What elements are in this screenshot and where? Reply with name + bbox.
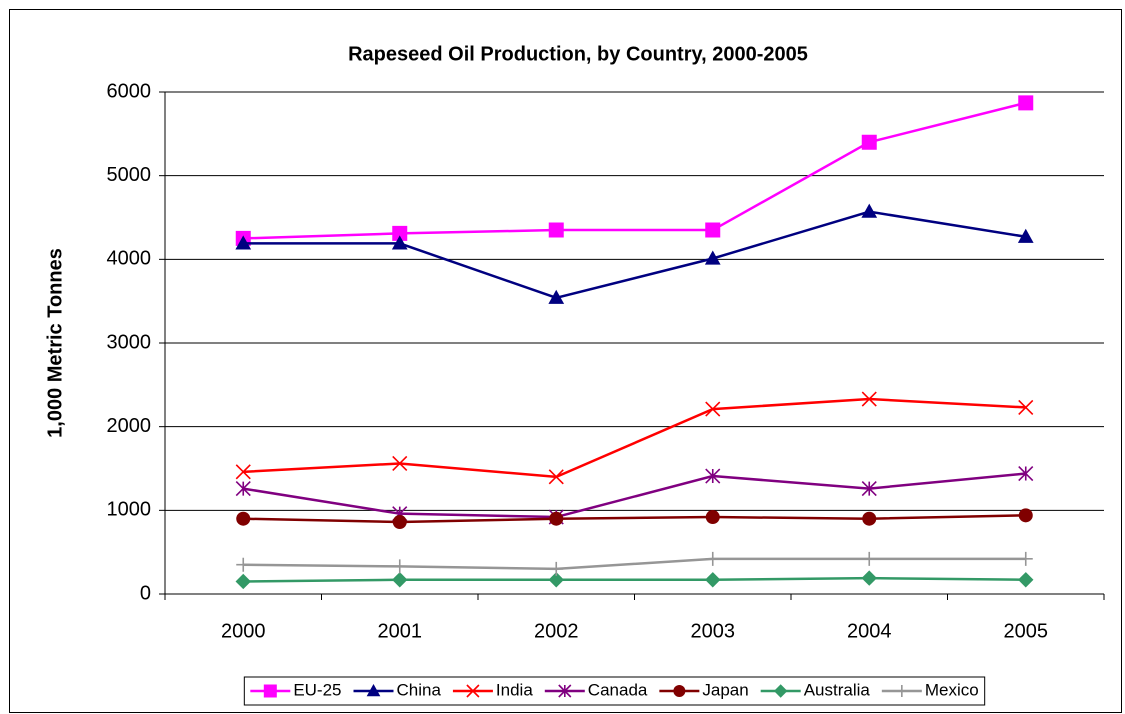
legend-item: India	[452, 680, 533, 699]
y-tick-label: 2000	[107, 415, 152, 437]
marker	[861, 570, 877, 586]
series-line	[243, 210, 1026, 300]
marker	[366, 683, 381, 697]
legend-label: Australia	[804, 680, 871, 699]
legend-label: EU-25	[293, 680, 341, 699]
marker	[392, 572, 408, 588]
x-tick-label: 2005	[1004, 620, 1049, 642]
marker	[548, 289, 565, 304]
legend-item: Mexico	[881, 680, 979, 699]
marker	[1018, 572, 1034, 588]
marker	[548, 572, 564, 588]
marker	[1018, 399, 1034, 415]
marker	[1018, 95, 1034, 111]
legend-label: Japan	[702, 680, 748, 699]
marker	[236, 511, 251, 526]
legend-label: Canada	[588, 680, 648, 699]
marker	[235, 481, 251, 497]
marker	[549, 511, 564, 526]
marker	[862, 511, 877, 526]
marker	[861, 391, 877, 407]
marker	[1018, 508, 1033, 523]
marker	[549, 561, 564, 576]
marker	[861, 134, 877, 150]
marker	[861, 481, 877, 497]
marker	[895, 685, 908, 697]
marker	[392, 455, 408, 472]
legend: EU-25 China India Canada Japan Australia Mexic…	[243, 676, 986, 706]
legend-item: EU-25	[250, 680, 342, 699]
x-tick-label: 2002	[534, 620, 579, 642]
marker	[392, 225, 408, 241]
marker	[392, 515, 407, 530]
marker	[1017, 228, 1034, 243]
marker	[548, 222, 564, 238]
x-tick-label: 2001	[378, 620, 423, 642]
marker	[862, 551, 877, 566]
legend-label: China	[397, 680, 442, 699]
y-axis-label: 1,000 Metric Tonnes	[44, 248, 66, 438]
marker	[263, 684, 277, 698]
marker	[705, 572, 721, 588]
marker	[558, 684, 572, 698]
marker	[704, 250, 721, 265]
marker	[705, 401, 721, 417]
series-line	[243, 514, 1026, 524]
y-tick-label: 0	[140, 582, 151, 604]
series-line	[243, 472, 1026, 519]
marker	[1018, 465, 1034, 482]
marker	[392, 559, 407, 574]
y-tick-label: 1000	[107, 499, 152, 521]
marker	[773, 684, 788, 698]
marker	[235, 573, 251, 590]
legend-item: Australia	[760, 680, 871, 699]
marker	[466, 684, 480, 698]
x-tick-label: 2004	[847, 620, 892, 642]
marker	[705, 222, 721, 238]
marker	[673, 685, 686, 697]
marker	[235, 464, 251, 480]
marker	[235, 235, 252, 250]
y-tick-label: 6000	[107, 80, 152, 102]
y-tick-label: 5000	[107, 164, 152, 186]
legend-label: India	[496, 680, 533, 699]
x-tick-label: 2003	[691, 620, 736, 642]
y-tick-label: 3000	[107, 331, 152, 353]
y-tick-label: 4000	[107, 248, 152, 270]
legend-item: Canada	[544, 680, 648, 699]
marker	[705, 468, 721, 484]
series-line	[243, 557, 1026, 571]
chart-title: Rapeseed Oil Production, by Country, 200…	[348, 43, 808, 65]
series-line	[243, 101, 1027, 240]
legend-label: Mexico	[925, 680, 979, 699]
marker	[705, 551, 720, 566]
marker	[1018, 551, 1033, 566]
marker	[391, 235, 408, 250]
legend-item: Japan	[659, 680, 749, 699]
chart-frame	[9, 9, 1122, 713]
x-tick-label: 2000	[221, 620, 266, 642]
marker	[705, 510, 720, 525]
legend-item: China	[353, 680, 442, 699]
marker	[548, 469, 564, 485]
marker	[236, 557, 251, 572]
series-line	[243, 397, 1026, 479]
series-line	[243, 576, 1026, 583]
marker	[861, 203, 878, 218]
